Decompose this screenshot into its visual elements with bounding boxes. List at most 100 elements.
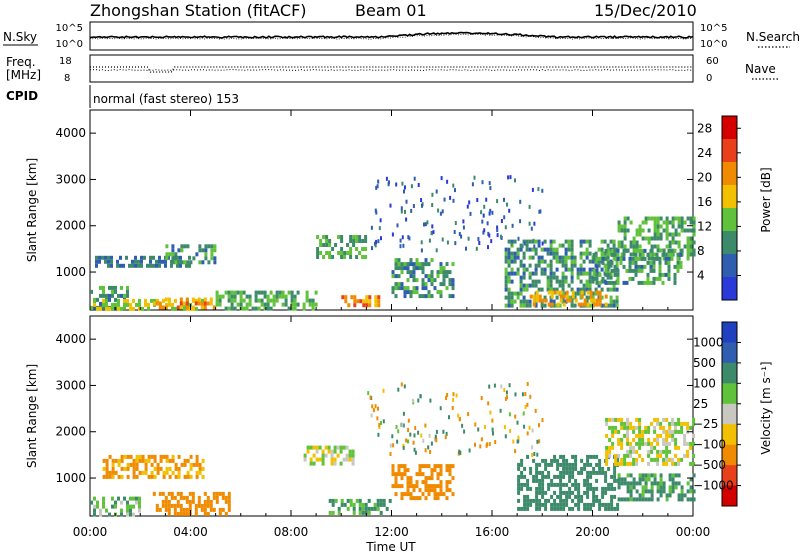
echo-cell (547, 462, 551, 467)
echo-cell (266, 298, 270, 303)
echo-cell (640, 264, 644, 269)
echo-cell (114, 302, 117, 307)
echo-cell (564, 251, 568, 256)
echo-cell (179, 511, 183, 516)
echo-cell (632, 477, 636, 482)
echo-cell (281, 302, 285, 307)
echo-cell (641, 485, 645, 490)
echo-cell (272, 294, 276, 299)
echo-cell (397, 286, 401, 291)
echo-cell (412, 266, 416, 271)
echo-cell (375, 185, 378, 190)
echo-cell (105, 466, 109, 471)
echo-cell (473, 175, 476, 180)
echo-cell (510, 267, 514, 272)
echo-cell (395, 182, 398, 187)
echo-cell (111, 474, 115, 479)
echo-cell (483, 204, 486, 209)
echo-cell (686, 216, 690, 221)
echo-cell (263, 302, 267, 307)
echo-cell (579, 239, 583, 244)
echo-cell (129, 302, 132, 307)
echo-cell (117, 298, 120, 303)
echo-cell (435, 429, 438, 434)
echo-cell (546, 287, 550, 292)
echo-cell (649, 260, 653, 265)
echo-cell (679, 264, 683, 269)
echo-cell (210, 252, 214, 257)
echo-cell (345, 445, 349, 450)
echo-cell (504, 283, 508, 288)
echo-cell (588, 259, 592, 264)
echo-cell (305, 294, 309, 299)
echo-cell (564, 239, 568, 244)
echo-cell (513, 271, 517, 276)
echo-cell (570, 243, 574, 248)
echo-cell (114, 297, 117, 302)
echo-cell (507, 239, 511, 244)
echo-cell (564, 279, 568, 284)
echo-cell (564, 259, 568, 264)
echo-cell (559, 474, 563, 479)
echo-cell (263, 306, 267, 311)
echo-cell (312, 461, 316, 466)
echo-cell (177, 454, 181, 459)
echo-cell (600, 279, 604, 284)
echo-cell (327, 445, 331, 450)
echo-cell (658, 272, 662, 277)
echo-cell (689, 244, 693, 249)
echo-cell (415, 496, 419, 501)
echo-cell (446, 240, 449, 245)
echo-cell (516, 295, 520, 300)
echo-cell (676, 268, 680, 273)
echo-cell (164, 503, 168, 508)
echo-cell (212, 495, 216, 500)
echo-cell (110, 259, 113, 264)
echo-cell (144, 466, 148, 471)
echo-cell (377, 406, 379, 411)
echo-cell (504, 303, 508, 308)
echo-cell (188, 503, 192, 508)
echo-cell (111, 289, 114, 294)
echo-cell (552, 287, 556, 292)
echo-cell (325, 235, 329, 239)
echo-cell (481, 219, 484, 224)
echo-cell (665, 433, 669, 438)
echo-cell (601, 256, 605, 261)
echo-cell (558, 259, 562, 264)
noise-tick-bottom-left: 10^0 (56, 39, 83, 50)
echo-cell (689, 477, 693, 482)
echo-cell (426, 220, 429, 225)
echo-cell (617, 441, 621, 446)
echo-cell (198, 462, 202, 467)
echo-cell (189, 260, 193, 265)
echo-cell (644, 236, 648, 241)
echo-cell (607, 502, 611, 507)
echo-cell (346, 243, 350, 247)
echo-cell (671, 437, 675, 442)
echo-cell (598, 506, 602, 511)
echo-cell (641, 220, 645, 225)
echo-cell (592, 302, 596, 307)
echo-cell (677, 216, 681, 221)
echo-cell (565, 494, 569, 499)
echo-cell (606, 243, 610, 248)
echo-cell (662, 449, 666, 454)
colorbar-swatch (722, 403, 737, 425)
echo-cell (152, 263, 155, 268)
echo-cell (537, 187, 540, 192)
echo-cell (370, 506, 374, 511)
echo-cell (161, 503, 165, 508)
echo-cell (316, 255, 320, 259)
echo-cell (421, 278, 425, 283)
echo-cell (448, 415, 450, 420)
echo-cell (135, 474, 139, 479)
echo-cell (469, 211, 472, 216)
echo-cell (266, 306, 270, 311)
echo-cell (620, 441, 624, 446)
echo-cell (608, 449, 612, 454)
echo-cell (281, 294, 285, 299)
echo-cell (668, 421, 672, 426)
echo-cell (138, 302, 141, 307)
echo-cell (617, 477, 621, 482)
